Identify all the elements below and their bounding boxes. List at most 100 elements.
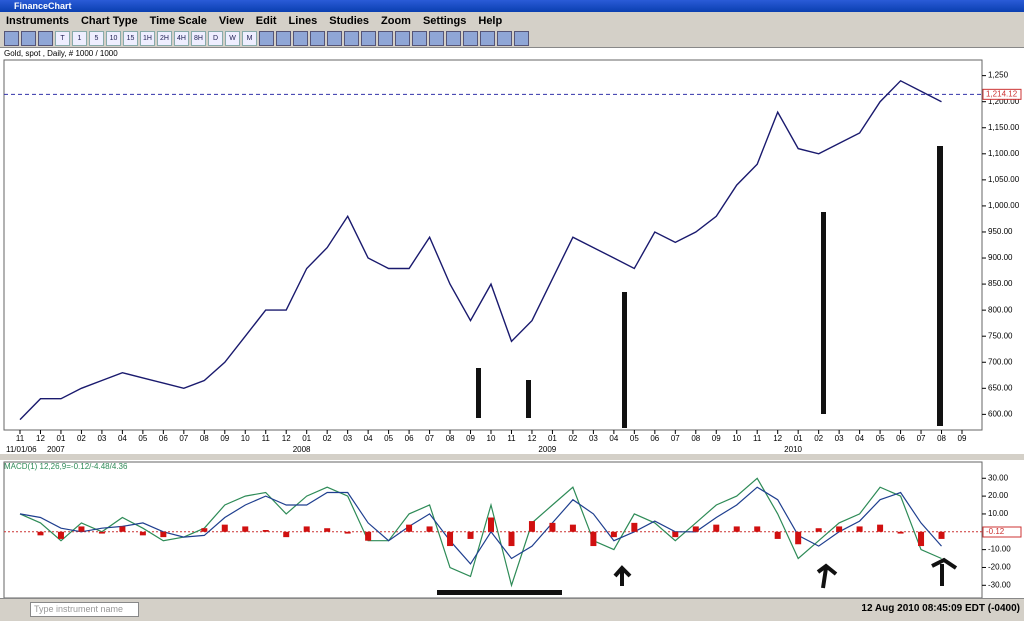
histogram-bar bbox=[590, 531, 597, 547]
x-tick-label: 06 bbox=[405, 434, 414, 443]
tool-icon[interactable] bbox=[21, 31, 36, 46]
tool-icon[interactable] bbox=[344, 31, 359, 46]
menu-item[interactable]: Settings bbox=[422, 15, 467, 27]
last-value-label: 1,214.12 bbox=[986, 89, 1018, 98]
tool-icon[interactable] bbox=[276, 31, 291, 46]
tool-icon[interactable] bbox=[463, 31, 478, 46]
status-datetime: 12 Aug 2010 08:45:09 EDT (-0400) bbox=[861, 603, 1020, 614]
y-tick-label: 850.00 bbox=[988, 279, 1013, 288]
histogram-bar bbox=[528, 521, 535, 532]
x-tick-label: 12 bbox=[36, 434, 45, 443]
histogram-bar bbox=[98, 531, 105, 534]
histogram-bar bbox=[856, 526, 863, 532]
menu-item[interactable]: Zoom bbox=[381, 15, 411, 27]
timeframe-button[interactable]: 15 bbox=[123, 31, 138, 46]
chart: Gold, spot , Daily, # 1000 / 1000 MACD(1… bbox=[0, 48, 1024, 598]
menu-item[interactable]: View bbox=[218, 15, 244, 27]
chart-background bbox=[0, 48, 1024, 598]
histogram-bar bbox=[344, 531, 351, 534]
title-bar: FinanceChart bbox=[0, 0, 1024, 12]
last-value-box bbox=[982, 526, 1022, 538]
histogram-bar bbox=[365, 531, 372, 541]
x-tick-label: 08 bbox=[200, 434, 209, 443]
tool-icon[interactable] bbox=[497, 31, 512, 46]
timeframe-button[interactable]: 8H bbox=[191, 31, 206, 46]
scribbles bbox=[437, 146, 958, 595]
x-tick-label: 04 bbox=[609, 434, 618, 443]
timeframe-button[interactable]: 1 bbox=[72, 31, 87, 46]
timeframe-button[interactable]: D bbox=[208, 31, 223, 46]
x-tick-label: 06 bbox=[159, 434, 168, 443]
timeframe-button[interactable]: 1H bbox=[140, 31, 155, 46]
timeframe-button[interactable]: 4H bbox=[174, 31, 189, 46]
histogram-bar bbox=[262, 530, 269, 532]
x-tick-label: 06 bbox=[896, 434, 905, 443]
menu-item[interactable]: Edit bbox=[255, 15, 277, 27]
x-tick-label: 05 bbox=[630, 434, 639, 443]
tool-icon[interactable] bbox=[412, 31, 427, 46]
histogram-bar bbox=[303, 526, 310, 532]
tool-icon[interactable] bbox=[259, 31, 274, 46]
menu-item[interactable]: Studies bbox=[329, 15, 370, 27]
x-tick-label: 01 bbox=[794, 434, 803, 443]
timeframe-button[interactable]: 2H bbox=[157, 31, 172, 46]
scribble bbox=[937, 146, 943, 426]
tool-icon[interactable] bbox=[446, 31, 461, 46]
timeframe-button[interactable]: 10 bbox=[106, 31, 121, 46]
tool-icon[interactable] bbox=[327, 31, 342, 46]
x-tick-label: 03 bbox=[343, 434, 352, 443]
timeframe-button[interactable]: T bbox=[55, 31, 70, 46]
x-tick-label: 09 bbox=[958, 434, 967, 443]
x-tick-label: 11 bbox=[507, 434, 516, 443]
histogram-bar bbox=[488, 517, 494, 532]
y-tick-label: 30.00 bbox=[988, 473, 1009, 482]
histogram-bar bbox=[78, 526, 85, 532]
y-tick-label: 1,050.00 bbox=[988, 175, 1020, 184]
menu-bar: Instruments Chart Type Time Scale View Edit L… bbox=[0, 12, 1024, 30]
macd-title: MACD(1) 12,26,9=-0.12/-4.48/4.36 bbox=[4, 462, 128, 471]
macd-line bbox=[19, 486, 942, 565]
menu-item[interactable]: Time Scale bbox=[149, 15, 207, 27]
x-tick-label: 12 bbox=[773, 434, 782, 443]
menu-item[interactable]: Chart Type bbox=[80, 15, 138, 27]
menu-item[interactable]: Lines bbox=[288, 15, 318, 27]
histogram-bar bbox=[37, 531, 44, 536]
tool-icon[interactable] bbox=[38, 31, 53, 46]
y-tick-label: 20.00 bbox=[988, 491, 1009, 500]
macd-line bbox=[19, 477, 942, 588]
histogram-bar bbox=[815, 528, 822, 532]
status-bar: Type instrument name 12 Aug 2010 08:45:0… bbox=[0, 598, 1024, 621]
menu-item[interactable]: Help bbox=[478, 15, 503, 27]
x-tick-label: 07 bbox=[671, 434, 680, 443]
y-tick-label: -30.00 bbox=[988, 580, 1011, 589]
x-tick-label: 10 bbox=[487, 434, 496, 443]
y-tick-label: -10.00 bbox=[988, 545, 1011, 554]
histogram-bar bbox=[447, 531, 454, 547]
histogram-bar bbox=[160, 531, 167, 538]
x-tick-label: 07 bbox=[425, 434, 434, 443]
histogram-bar bbox=[467, 531, 474, 539]
tool-icon[interactable] bbox=[514, 31, 529, 46]
instrument-input[interactable]: Type instrument name bbox=[30, 602, 139, 617]
tool-icon[interactable] bbox=[429, 31, 444, 46]
timeframe-button[interactable]: 5 bbox=[89, 31, 104, 46]
x-tick-label: 01 bbox=[548, 434, 557, 443]
tool-icon[interactable] bbox=[293, 31, 308, 46]
x-tick-label: 05 bbox=[876, 434, 885, 443]
tool-icon[interactable] bbox=[378, 31, 393, 46]
x-tick-label: 11 bbox=[753, 434, 762, 443]
toolbar: T 1 5 10 15 1H 2H 4H 8H D W M bbox=[0, 30, 1024, 48]
tool-icon[interactable] bbox=[480, 31, 495, 46]
y-tick-label: 1,000.00 bbox=[988, 201, 1020, 210]
histogram-bar bbox=[754, 526, 761, 532]
tool-icon[interactable] bbox=[361, 31, 376, 46]
x-tick-label: 07 bbox=[917, 434, 926, 443]
menu-item[interactable]: Instruments bbox=[6, 15, 69, 27]
timeframe-button[interactable]: M bbox=[242, 31, 257, 46]
tool-icon[interactable] bbox=[310, 31, 325, 46]
tool-icon[interactable] bbox=[395, 31, 410, 46]
tool-icon[interactable] bbox=[4, 31, 19, 46]
timeframe-button[interactable]: W bbox=[225, 31, 240, 46]
histogram-bar bbox=[221, 524, 228, 532]
year-label: 2009 bbox=[538, 445, 556, 454]
